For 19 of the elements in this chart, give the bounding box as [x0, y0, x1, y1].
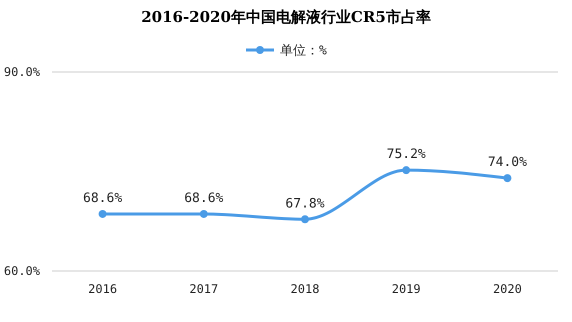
x-tick-label: 2019: [392, 282, 421, 296]
point: [200, 210, 208, 218]
data-label: 68.6%: [184, 190, 224, 206]
y-tick-label: 90.0%: [4, 65, 41, 80]
data-label: 67.8%: [285, 196, 325, 212]
point: [301, 215, 309, 224]
x-tick-label: 2017: [189, 282, 218, 296]
x-tick-label: 2018: [290, 282, 320, 296]
y-tick-label: 60.0%: [4, 264, 41, 278]
data-label: 68.6%: [83, 190, 122, 206]
point: [98, 210, 107, 218]
data-label: 75.2%: [386, 147, 426, 162]
point: [402, 166, 410, 174]
data-label: 74.0%: [488, 155, 528, 170]
legend-label: 单位：%: [280, 44, 327, 59]
point: [503, 174, 512, 182]
x-tick-label: 2020: [492, 282, 522, 296]
x-tick-label: 2016: [88, 282, 118, 296]
chart-title: 2016-2020年中国电解液行业CR5市占率: [141, 8, 431, 26]
